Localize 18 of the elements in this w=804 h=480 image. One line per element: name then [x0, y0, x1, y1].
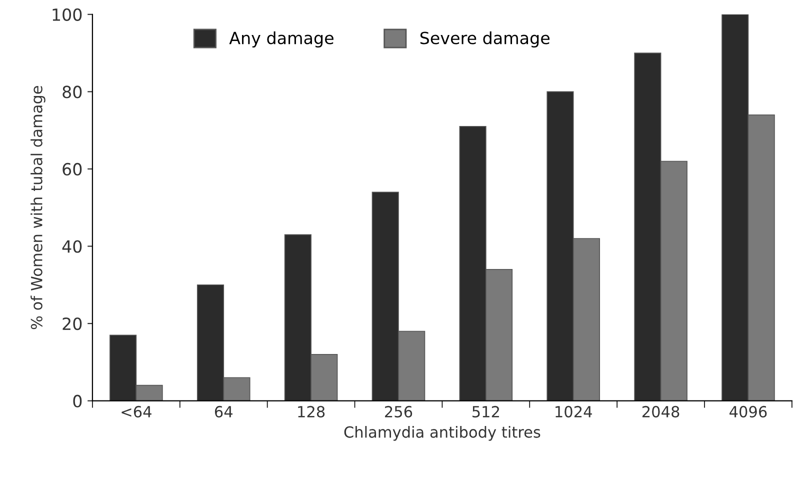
y-tick-label: 60 [62, 162, 82, 176]
y-tick-label: 80 [62, 86, 82, 98]
x-tick-label: <64 [122, 406, 152, 418]
x-tick-label: 4096 [730, 406, 767, 418]
legend-label: Severe damage [420, 31, 550, 48]
x-tick-label: 2048 [642, 406, 680, 418]
x-axis-title: Chlamydia antibody titres [344, 426, 540, 441]
y-tick-label: 20 [62, 317, 82, 330]
y-axis-title: % of Women with tubal damage [30, 86, 46, 330]
legend-label: Any damage [229, 31, 334, 48]
y-tick-label: 0 [73, 394, 82, 408]
x-tick-label: 1024 [556, 406, 592, 418]
x-tick-label: 256 [385, 406, 412, 418]
y-tick-label: 40 [62, 240, 82, 253]
y-tick-label: 100 [52, 8, 82, 21]
x-tick-label: 64 [214, 406, 232, 418]
x-tick-label: 512 [472, 406, 499, 418]
x-tick-label: 128 [298, 406, 325, 418]
